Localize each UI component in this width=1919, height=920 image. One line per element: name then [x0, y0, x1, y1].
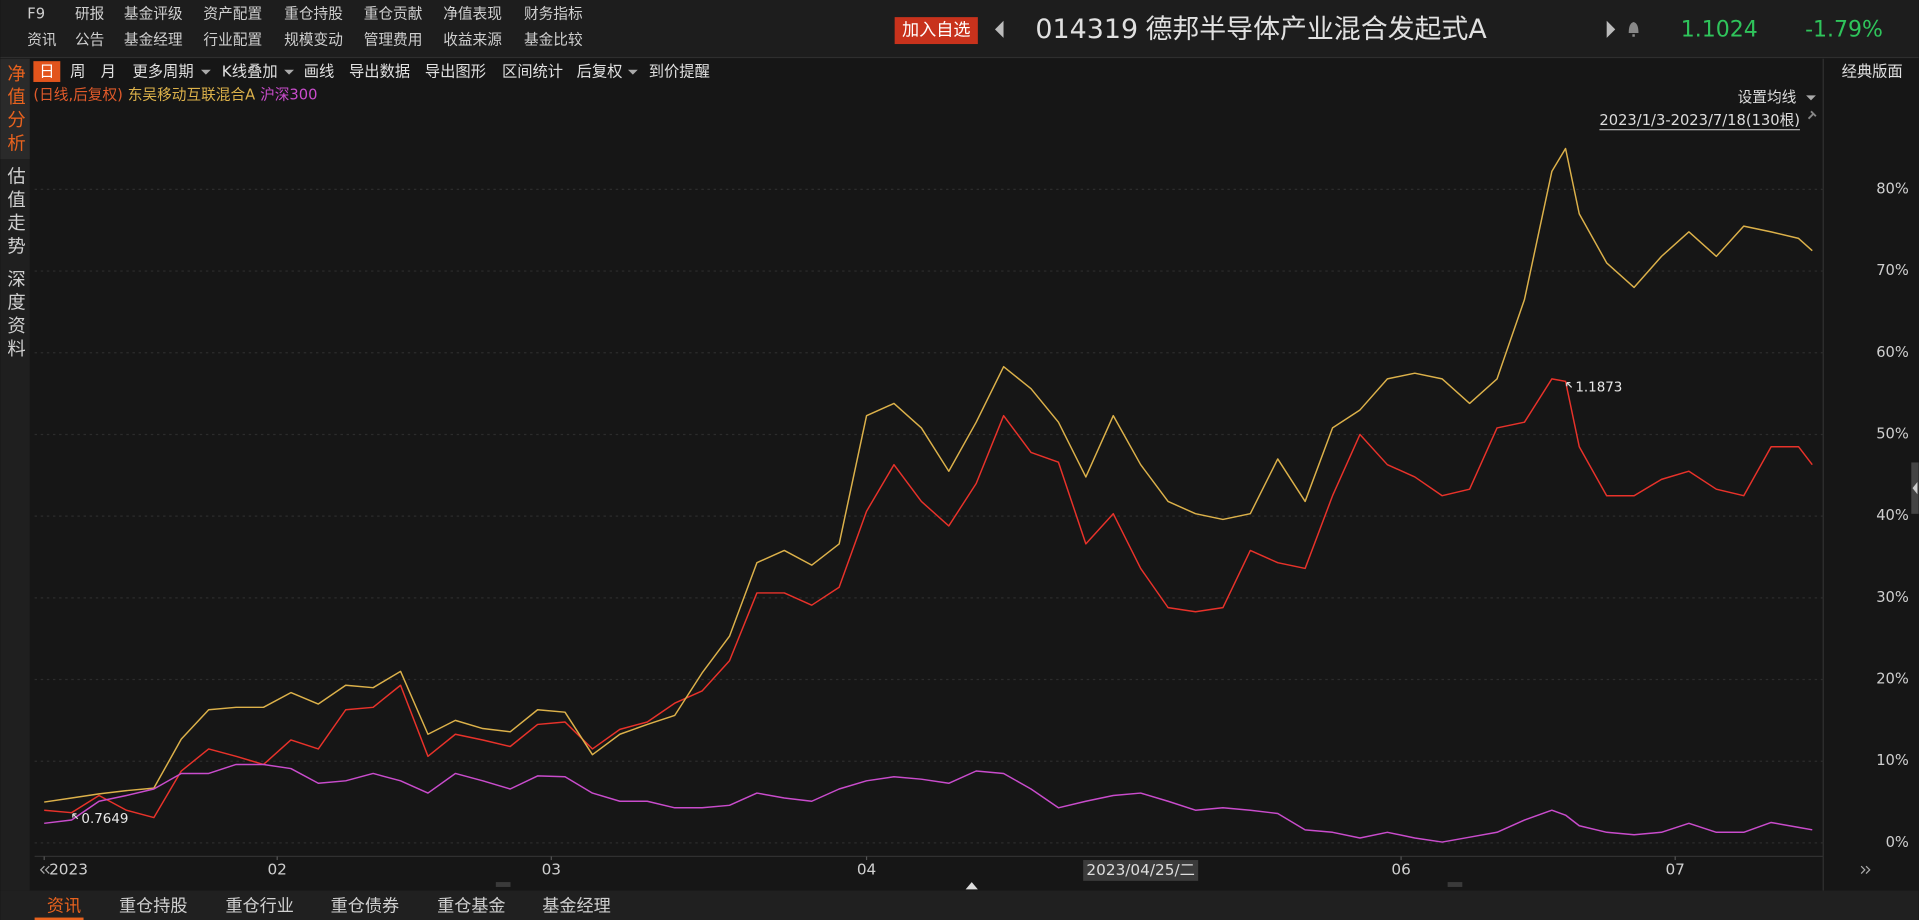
- scroll-thumb[interactable]: [965, 882, 978, 890]
- side-tab[interactable]: 估值走势: [5, 166, 26, 259]
- layout-switch[interactable]: 经典版面: [1842, 63, 1903, 81]
- legend-entry[interactable]: 沪深300: [260, 86, 317, 103]
- price: 1.1024: [1681, 18, 1758, 43]
- menu-item[interactable]: 研报: [75, 6, 105, 23]
- scroll-grip[interactable]: [1447, 882, 1463, 887]
- prev-arrow[interactable]: [994, 20, 1004, 38]
- pin-icon[interactable]: [1807, 110, 1817, 120]
- bell-icon[interactable]: [1628, 22, 1639, 37]
- x-tick-label: 03: [542, 860, 561, 878]
- fund-code: 014319: [1035, 14, 1138, 45]
- side-tab[interactable]: 深度资料: [5, 269, 26, 362]
- bottom-tab[interactable]: 重仓基金: [437, 897, 505, 917]
- menu-item[interactable]: 重仓贡献: [364, 6, 423, 23]
- annotation-arrow: [72, 813, 79, 820]
- bottom-tab[interactable]: 重仓行业: [225, 897, 293, 917]
- y-tick-label: 60%: [1876, 344, 1909, 361]
- scroll-left[interactable]: [39, 865, 50, 874]
- annotation: 0.7649: [81, 812, 128, 827]
- side-handle-arrow: [1912, 482, 1918, 495]
- x-tick-label: 06: [1391, 860, 1410, 878]
- add-button-bg[interactable]: [894, 17, 978, 45]
- menu-item[interactable]: 管理费用: [364, 31, 423, 48]
- x-tick-label: 02: [267, 860, 286, 878]
- toolbar-item[interactable]: 导出数据: [349, 63, 410, 81]
- y-tick-label: 0%: [1886, 834, 1909, 851]
- add-to-watchlist[interactable]: 加入自选: [902, 21, 970, 41]
- bottom-tab-bar: [0, 890, 1919, 920]
- series-line: [44, 147, 1813, 803]
- legend-prefix: (日线,后复权): [33, 85, 122, 103]
- x-tick-label: 07: [1665, 860, 1684, 878]
- dropdown-arrow: [1806, 95, 1816, 101]
- annotation-arrow: [1566, 381, 1573, 388]
- price-change: -1.79%: [1805, 18, 1883, 43]
- toolbar-item[interactable]: 导出图形: [425, 63, 486, 81]
- fund-name: 德邦半导体产业混合发起式A: [1145, 14, 1487, 45]
- period-active-bg: [33, 61, 61, 82]
- y-tick-label: 30%: [1876, 589, 1909, 606]
- menu-item[interactable]: 财务指标: [524, 6, 583, 23]
- toolbar-item[interactable]: 后复权: [577, 63, 623, 81]
- menu-item[interactable]: 重仓持股: [284, 6, 343, 23]
- bottom-tab[interactable]: 资讯: [47, 897, 81, 917]
- scroll-right[interactable]: [1860, 865, 1871, 874]
- series-line: [44, 763, 1813, 843]
- menu-item[interactable]: 基金经理: [124, 31, 183, 48]
- range-label: 2023/1/3-2023/7/18(130根): [1599, 112, 1800, 129]
- menu-item[interactable]: 公告: [75, 31, 104, 48]
- toolbar-item[interactable]: 区间统计: [502, 63, 563, 81]
- menu-item[interactable]: 行业配置: [203, 31, 262, 48]
- y-tick-label: 50%: [1876, 425, 1909, 442]
- x-tick-label: 04: [857, 860, 876, 878]
- y-tick-label: 10%: [1876, 752, 1909, 769]
- toolbar-item[interactable]: 到价提醒: [649, 63, 710, 81]
- toolbar-item[interactable]: 画线: [304, 63, 335, 81]
- y-tick-label: 70%: [1876, 262, 1909, 279]
- side-tab[interactable]: 净值分析: [5, 64, 26, 157]
- menu-item[interactable]: 净值表现: [443, 6, 502, 23]
- dropdown-arrow: [200, 69, 211, 75]
- bottom-tab-underline: [34, 917, 84, 920]
- bottom-tab[interactable]: 重仓债券: [331, 897, 399, 917]
- dropdown-arrow: [627, 69, 638, 75]
- toolbar-item[interactable]: K线叠加: [222, 63, 278, 81]
- annotation: 1.1873: [1575, 380, 1622, 395]
- menu-item[interactable]: 收益来源: [443, 31, 502, 48]
- menu-item[interactable]: 基金评级: [124, 6, 183, 23]
- menu-item[interactable]: F9: [27, 6, 45, 23]
- menu-item[interactable]: 资讯: [27, 31, 57, 48]
- y-tick-label: 40%: [1876, 507, 1909, 524]
- x-tick-label: 2023: [49, 860, 88, 878]
- scroll-grip[interactable]: [495, 882, 511, 887]
- crosshair-label-bg: [1083, 860, 1199, 881]
- side-column: [0, 58, 30, 891]
- toolbar-item[interactable]: 更多周期: [132, 63, 193, 81]
- toolbar-item[interactable]: 周: [70, 63, 85, 81]
- crosshair-label: 2023/04/25/二: [1086, 861, 1195, 879]
- bottom-tab[interactable]: 重仓持股: [119, 897, 187, 917]
- y-tick-label: 20%: [1876, 671, 1909, 688]
- y-tick-label: 80%: [1876, 180, 1909, 197]
- next-arrow[interactable]: [1606, 20, 1616, 38]
- toolbar-item[interactable]: 月: [101, 63, 116, 81]
- ma-setting[interactable]: 设置均线: [1738, 89, 1797, 106]
- side-tab-active-bg: [0, 58, 30, 160]
- menu-item[interactable]: 规模变动: [284, 31, 343, 48]
- toolbar-item[interactable]: 日: [39, 63, 54, 81]
- legend-entry[interactable]: 东吴移动互联混合A: [128, 86, 255, 103]
- menu-item[interactable]: 资产配置: [203, 6, 262, 23]
- menu-item[interactable]: 基金比较: [524, 30, 583, 48]
- series-line: [44, 378, 1813, 819]
- bottom-tab[interactable]: 基金经理: [542, 897, 610, 917]
- dropdown-arrow: [284, 69, 294, 75]
